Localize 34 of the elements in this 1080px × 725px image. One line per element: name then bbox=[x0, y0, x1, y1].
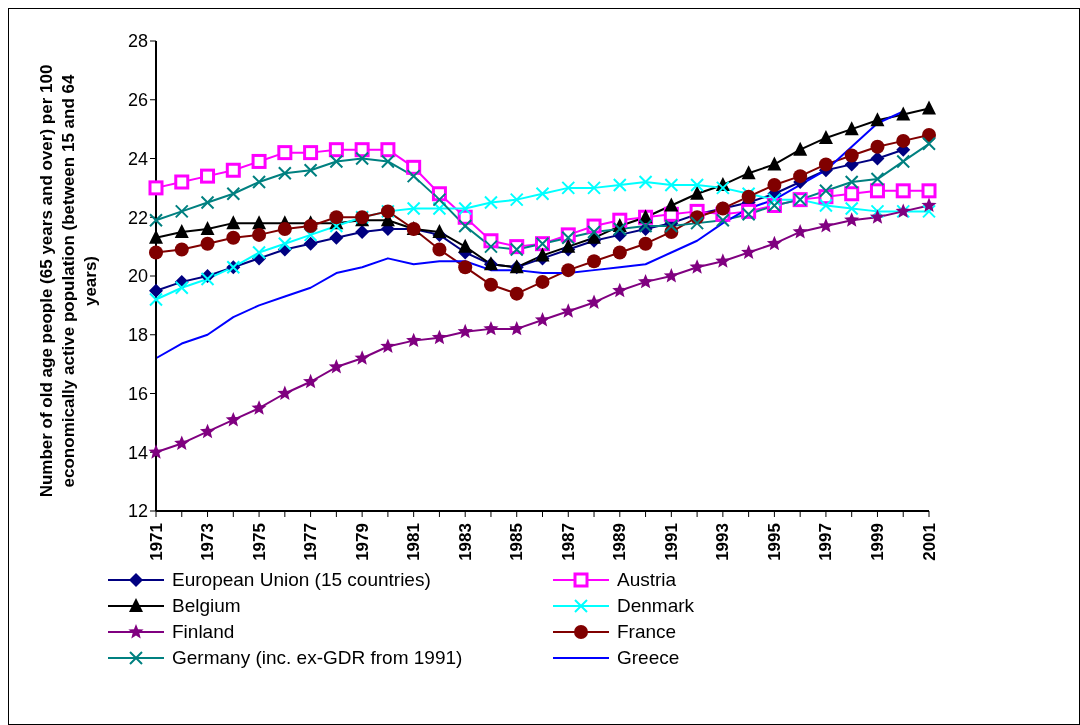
legend-label: Finland bbox=[172, 621, 235, 643]
y-tick-label: 14 bbox=[127, 442, 148, 463]
y-tick-label: 12 bbox=[127, 501, 148, 522]
y-tick-label: 24 bbox=[127, 148, 148, 169]
x-tick-label: 1997 bbox=[816, 523, 836, 561]
y-tick-label: 26 bbox=[127, 90, 148, 111]
y-tick-label: 22 bbox=[127, 207, 148, 228]
x-tick-label: 1985 bbox=[507, 523, 527, 561]
x-tick-label: 1977 bbox=[301, 523, 321, 561]
x-tick-label: 2001 bbox=[919, 523, 939, 561]
legend-label: Germany (inc. ex-GDR from 1991) bbox=[172, 647, 463, 669]
x-tick-label: 1973 bbox=[198, 523, 218, 561]
y-tick-label: 18 bbox=[127, 325, 148, 346]
legend-label: France bbox=[617, 621, 677, 643]
x-tick-label: 1975 bbox=[249, 523, 269, 561]
x-tick-label: 1979 bbox=[352, 523, 372, 561]
legend-label: European Union (15 countries) bbox=[172, 569, 431, 591]
y-tick-label: 16 bbox=[127, 383, 148, 404]
y-tick-label: 20 bbox=[127, 266, 148, 287]
legend-label: Belgium bbox=[172, 595, 241, 617]
y-tick-label: 28 bbox=[127, 31, 148, 52]
x-tick-label: 1989 bbox=[610, 523, 630, 561]
x-tick-label: 1983 bbox=[455, 523, 475, 561]
x-tick-label: 1981 bbox=[404, 523, 424, 561]
legend-label: Denmark bbox=[617, 595, 695, 617]
legend-label: Austria bbox=[617, 569, 677, 591]
x-tick-label: 1995 bbox=[764, 523, 784, 561]
x-tick-label: 1987 bbox=[558, 523, 578, 561]
y-axis-title: Number of old age people (65 years and over) per 100 economically active population (between 15 and 64 years) bbox=[36, 63, 101, 500]
legend-label: Greece bbox=[617, 647, 680, 669]
x-tick-label: 1993 bbox=[713, 523, 733, 561]
x-tick-label: 1991 bbox=[661, 523, 681, 561]
x-tick-label: 1971 bbox=[146, 523, 166, 561]
x-tick-label: 1999 bbox=[867, 523, 887, 561]
